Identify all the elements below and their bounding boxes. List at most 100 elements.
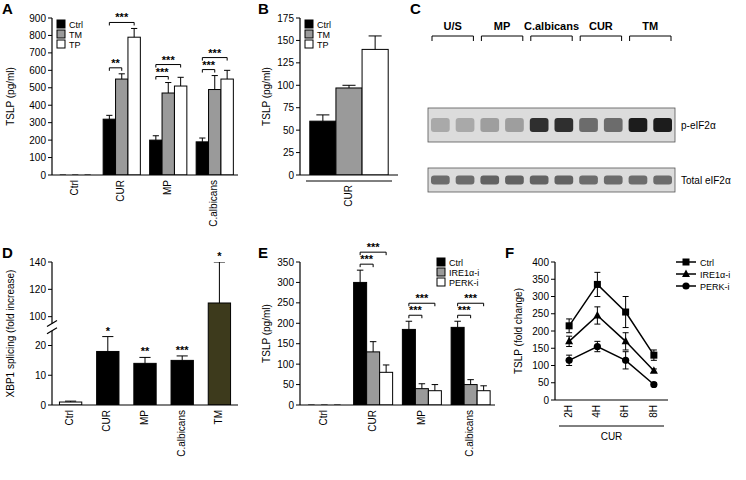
lane-group-label: C.albicans: [524, 20, 579, 32]
y-axis: [51, 331, 52, 405]
bar: [171, 360, 193, 405]
band: [505, 118, 524, 132]
panel-label: E: [258, 244, 268, 261]
error-bar: [566, 355, 572, 365]
y-axis: [51, 18, 52, 175]
legend-label: PERK-i: [449, 278, 479, 288]
marker: [650, 352, 657, 359]
x-tick-label: CUR: [101, 410, 112, 432]
bar: [221, 79, 233, 175]
error-bar: [106, 115, 112, 119]
legend: CtrlIRE1α-iPERK-i: [437, 258, 479, 288]
y-tick: [551, 313, 555, 314]
y-tick-label: 10: [35, 370, 47, 381]
bar: [367, 352, 380, 405]
y-tick: [296, 175, 300, 176]
y-axis: [299, 18, 300, 175]
panel-label: D: [2, 244, 13, 261]
x-tick-label: 2H: [563, 405, 574, 418]
lane-bracket: [432, 36, 473, 41]
y-tick: [296, 405, 300, 406]
x-tick-label: C.albicans: [464, 410, 475, 457]
panel: FCtrlIRE1α-iPERK-i2H4H6H8HCUR05010015020…: [505, 244, 730, 442]
bar: [354, 282, 367, 405]
y-tick: [296, 40, 300, 41]
significance-label: ***: [176, 344, 190, 356]
y-tick-label: 150: [532, 343, 549, 354]
legend-swatch: [57, 20, 65, 28]
y-tick-label: 0: [40, 400, 46, 411]
legend-swatch: [57, 40, 65, 48]
y-tick-label: 400: [29, 100, 46, 111]
legend-label: IRE1α-i: [700, 270, 730, 280]
x-axis: [52, 174, 238, 175]
y-tick: [48, 262, 52, 263]
legend-swatch: [437, 278, 445, 286]
bar: [477, 391, 490, 405]
bar: [380, 372, 393, 405]
y-tick-label: 600: [29, 65, 46, 76]
plot-area: [60, 28, 234, 175]
y-tick-label: 0: [288, 170, 294, 181]
band: [505, 176, 524, 185]
band: [629, 176, 648, 185]
y-tick: [48, 175, 52, 176]
y-tick: [296, 85, 300, 86]
y-tick: [48, 18, 52, 19]
y-tick-label: 300: [532, 291, 549, 302]
y-tick: [296, 384, 300, 385]
y-tick-label: 100: [277, 80, 294, 91]
band: [555, 176, 574, 185]
band: [530, 176, 549, 185]
y-tick-label: 75: [283, 102, 295, 113]
significance-label: ***: [409, 304, 423, 316]
row-label: Total eIF2α: [681, 175, 731, 186]
significance-label: ***: [156, 66, 170, 78]
significance-label: ***: [208, 47, 222, 59]
y-tick-label: 50: [538, 377, 550, 388]
legend: CtrlTMTP: [57, 20, 83, 50]
legend-label: TP: [69, 40, 81, 50]
error-bar: [406, 321, 413, 329]
series-line: [569, 315, 654, 370]
y-tick-label: 200: [532, 326, 549, 337]
panel-label: C: [410, 0, 421, 17]
error-bar: [594, 307, 600, 324]
significance-label: ***: [415, 292, 429, 304]
band: [480, 118, 499, 132]
error-bar: [212, 76, 218, 90]
plot-area: [308, 270, 490, 405]
band: [653, 118, 672, 132]
error-bar: [357, 270, 364, 282]
lane-group-label: U/S: [444, 20, 462, 32]
bar: [208, 303, 230, 405]
x-tick-label: MP: [162, 180, 173, 195]
x-tick-label: C.albicans: [176, 410, 187, 457]
y-tick-label: 400: [532, 257, 549, 268]
legend-swatch: [305, 40, 313, 48]
error-bar: [467, 380, 474, 385]
x-axis-label: CUR: [343, 185, 354, 207]
marker: [565, 337, 573, 345]
y-tick-label: 250: [532, 308, 549, 319]
y-tick: [48, 87, 52, 88]
plot-area: [310, 36, 388, 175]
y-tick: [551, 262, 555, 263]
bar: [402, 329, 415, 405]
y-tick-label: 300: [277, 277, 294, 288]
y-tick-label: 175: [277, 13, 294, 24]
y-tick-label: 100: [29, 152, 46, 163]
bar: [128, 37, 140, 175]
significance-label: *: [217, 250, 222, 262]
legend-label: Ctrl: [449, 258, 463, 268]
significance-label: **: [111, 57, 120, 69]
y-tick: [48, 157, 52, 158]
bar: [209, 90, 221, 175]
band: [456, 118, 475, 132]
y-tick-label: 100: [29, 311, 46, 322]
legend-swatch: [305, 20, 313, 28]
x-tick-label: 4H: [591, 405, 602, 418]
error-bar: [224, 70, 230, 79]
y-tick-label: 125: [277, 57, 294, 68]
bar: [310, 121, 336, 175]
